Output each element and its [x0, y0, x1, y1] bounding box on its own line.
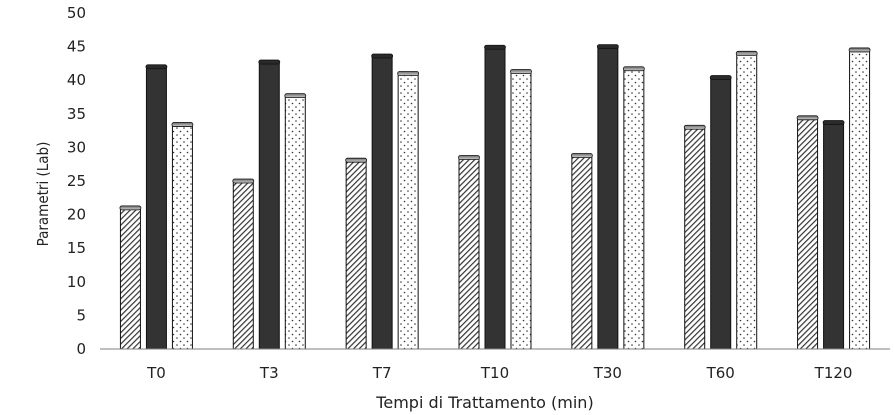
series-3-bar: [848, 47, 871, 350]
series-3-bar: [622, 66, 645, 350]
y-tick-label: 0: [76, 340, 86, 358]
series-2-bar: [484, 44, 506, 350]
y-axis-ticks: 0 5 10 15 20 25 30 35 40 45 50: [67, 4, 86, 358]
y-tick-label: 15: [67, 239, 86, 257]
series-3-bar: [735, 50, 758, 350]
series-1-bar: [796, 115, 819, 350]
x-axis-ticks: T0 T3 T7 T10 T30 T60 T120: [146, 364, 852, 382]
series-1-bar: [232, 178, 255, 350]
x-tick-label: T30: [593, 364, 622, 382]
series-2-bar: [596, 44, 619, 350]
series-3-bar: [171, 122, 194, 350]
y-tick-label: 10: [67, 273, 86, 291]
y-tick-label: 25: [67, 172, 86, 190]
series-1-bar: [345, 157, 368, 350]
y-tick-label: 35: [67, 105, 86, 123]
y-tick-label: 30: [67, 138, 86, 156]
series-2-bar: [145, 64, 168, 350]
x-tick-label: T0: [146, 364, 166, 382]
y-tick-label: 5: [76, 306, 86, 324]
series-2-bar: [709, 75, 732, 350]
x-tick-label: T120: [814, 364, 853, 382]
series-2-bar: [258, 59, 281, 350]
bars: [119, 44, 871, 350]
x-tick-label: T60: [706, 364, 735, 382]
y-tick-label: 50: [67, 4, 86, 22]
series-1-bar: [119, 205, 142, 350]
x-tick-label: T3: [259, 364, 279, 382]
series-3-bar: [510, 69, 532, 350]
series-3-bar: [284, 93, 307, 350]
x-tick-label: T10: [480, 364, 509, 382]
series-1-bar: [683, 124, 706, 350]
y-tick-label: 45: [67, 38, 86, 56]
y-axis-title: Parametri (Lab): [34, 142, 52, 247]
series-1-bar: [458, 155, 480, 350]
y-tick-label: 40: [67, 71, 86, 89]
series-3-bar: [397, 71, 420, 350]
series-2-bar: [822, 120, 845, 350]
series-1-bar: [570, 153, 593, 350]
series-2-bar: [371, 53, 394, 350]
x-tick-label: T7: [372, 364, 392, 382]
x-axis-title: Tempi di Trattamento (min): [375, 393, 593, 412]
y-tick-label: 20: [67, 206, 86, 224]
